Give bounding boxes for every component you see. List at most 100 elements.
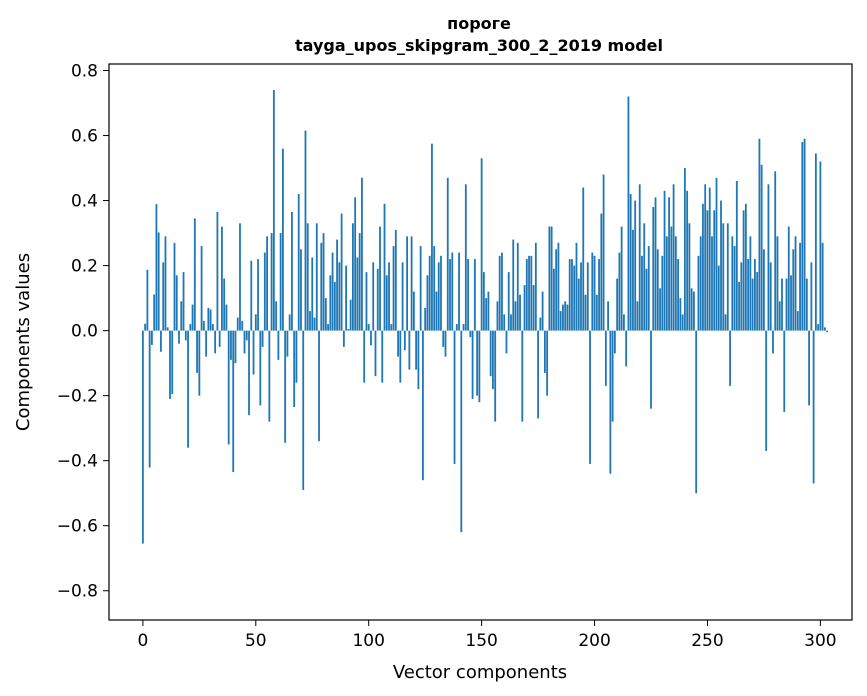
bar <box>580 262 582 331</box>
bar <box>401 262 404 331</box>
bar <box>399 330 402 383</box>
bar <box>792 249 795 331</box>
bar <box>388 262 390 331</box>
y-tick-label: 0.6 <box>71 127 98 147</box>
bar <box>704 184 707 331</box>
bar <box>546 330 549 396</box>
bar <box>656 249 659 331</box>
bar <box>805 278 808 331</box>
bar <box>753 259 756 331</box>
bar <box>821 242 824 331</box>
bar <box>803 138 806 331</box>
x-tick-label: 100 <box>352 631 384 651</box>
bar <box>433 246 436 331</box>
bar <box>670 226 673 331</box>
bar <box>431 143 433 331</box>
bar <box>625 330 628 367</box>
bar <box>738 281 740 331</box>
bar <box>498 255 501 331</box>
bar <box>347 328 350 331</box>
bar <box>232 330 235 473</box>
bar <box>663 190 666 331</box>
bar <box>223 278 226 331</box>
bar <box>550 226 553 331</box>
y-axis-ticks: 0.8 0.6 0.4 0.2 0.0 −0.2 −0.4 −0.6 −0.8 <box>57 62 109 602</box>
bar <box>225 304 228 331</box>
bar <box>230 330 232 360</box>
bar <box>309 311 311 331</box>
bar <box>679 298 682 331</box>
bar <box>600 213 603 331</box>
plot-frame <box>108 63 853 621</box>
bar <box>591 252 594 331</box>
bar <box>284 330 287 443</box>
bar <box>338 262 341 331</box>
bar <box>611 330 614 422</box>
x-axis-ticks: 0 50 100 150 200 250 300 <box>137 620 837 651</box>
bar <box>221 226 223 331</box>
bar <box>449 259 451 331</box>
bar <box>756 272 759 331</box>
bar <box>681 314 684 331</box>
y-tick-label: −0.6 <box>57 517 98 537</box>
y-tick-label: 0.8 <box>71 62 98 82</box>
bar <box>322 233 325 331</box>
bar <box>313 317 316 331</box>
bar <box>144 323 147 331</box>
bar <box>765 330 768 451</box>
bar <box>726 223 729 331</box>
bar <box>501 252 503 331</box>
bar <box>668 197 670 331</box>
bar <box>184 330 187 341</box>
bar <box>505 330 508 354</box>
bar <box>824 327 826 331</box>
bar <box>690 288 693 331</box>
bar <box>426 275 429 331</box>
bar <box>618 252 621 331</box>
bar <box>589 330 591 464</box>
bar <box>227 330 230 445</box>
bar <box>410 236 413 331</box>
bar <box>252 330 255 375</box>
bar <box>171 330 174 395</box>
x-axis-label: Vector components <box>393 662 567 683</box>
bar <box>632 229 634 331</box>
bar <box>259 330 262 406</box>
bar <box>699 236 702 331</box>
bar <box>304 130 307 331</box>
bar <box>148 330 151 468</box>
bar <box>706 210 709 331</box>
bar <box>254 314 257 331</box>
bar <box>469 330 472 338</box>
x-tick-label: 300 <box>804 631 836 651</box>
bar <box>568 259 571 331</box>
bar <box>659 288 661 331</box>
bar <box>218 330 221 347</box>
bar <box>275 301 278 331</box>
bar <box>496 301 499 331</box>
bar <box>279 233 282 331</box>
bar <box>609 330 612 474</box>
bar <box>394 229 397 331</box>
bar <box>776 236 779 331</box>
bar <box>785 278 788 331</box>
bar <box>519 294 521 331</box>
bar <box>598 259 600 331</box>
bar <box>767 184 770 331</box>
bar <box>340 213 343 331</box>
bar <box>584 294 587 331</box>
bar <box>191 304 194 331</box>
bar <box>324 298 327 331</box>
bar <box>516 242 519 331</box>
bar <box>812 330 815 484</box>
bar <box>652 207 655 331</box>
bar <box>722 223 725 331</box>
bar <box>683 168 686 331</box>
y-tick-label: −0.8 <box>57 582 98 602</box>
bar <box>209 309 212 331</box>
bar <box>559 311 562 331</box>
bar <box>370 330 372 346</box>
bar <box>713 210 716 331</box>
bar <box>482 272 485 331</box>
